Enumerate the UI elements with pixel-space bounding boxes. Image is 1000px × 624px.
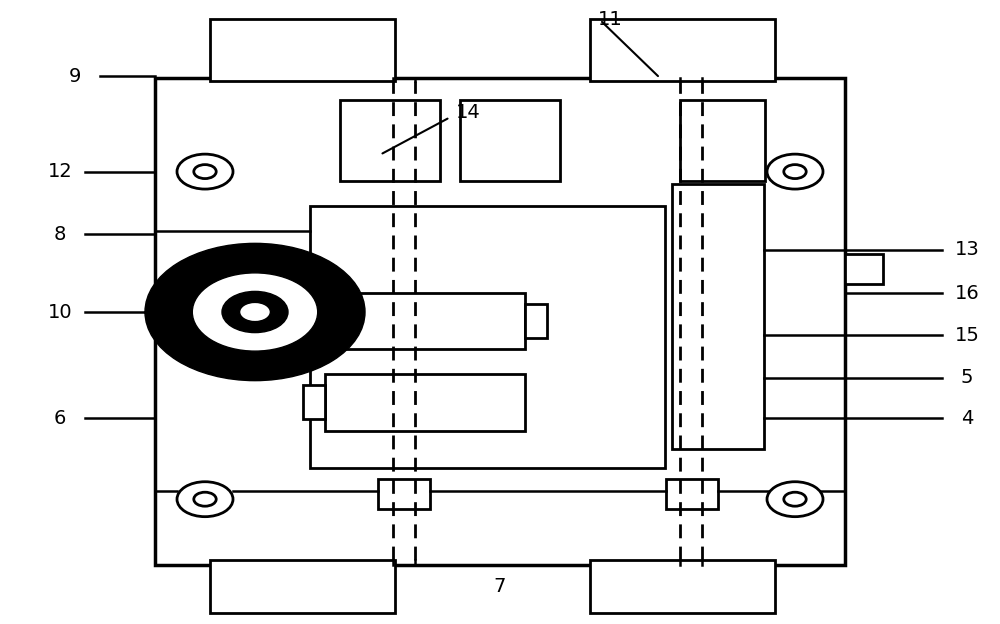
Text: 16: 16	[955, 284, 979, 303]
Circle shape	[784, 165, 806, 178]
Bar	[210, 19, 395, 81]
Circle shape	[194, 492, 216, 506]
Text: 10: 10	[48, 303, 72, 321]
Bar	[845, 254, 883, 284]
Text: 11: 11	[598, 11, 622, 29]
Bar	[340, 100, 440, 181]
Bar	[303, 385, 325, 419]
Circle shape	[784, 492, 806, 506]
Text: 6: 6	[54, 409, 66, 427]
Bar	[325, 374, 525, 431]
Bar	[460, 100, 560, 181]
Text: 8: 8	[54, 225, 66, 243]
Circle shape	[194, 165, 216, 178]
Text: 15: 15	[955, 326, 979, 344]
Text: 5: 5	[961, 368, 973, 387]
Circle shape	[192, 273, 318, 351]
Text: 9: 9	[69, 67, 81, 85]
Bar	[666, 479, 718, 509]
Text: 13: 13	[955, 240, 979, 259]
Circle shape	[145, 243, 365, 381]
Bar	[590, 560, 775, 613]
Text: 14: 14	[456, 103, 480, 122]
Bar	[525, 304, 547, 338]
Bar	[590, 19, 775, 81]
Bar	[325, 293, 525, 349]
Circle shape	[767, 482, 823, 517]
Bar	[378, 479, 430, 509]
Circle shape	[240, 303, 270, 321]
Bar	[310, 206, 665, 468]
Bar	[672, 184, 764, 449]
Text: 4: 4	[961, 409, 973, 427]
Circle shape	[177, 482, 233, 517]
Circle shape	[767, 154, 823, 189]
Circle shape	[222, 291, 288, 333]
Circle shape	[177, 154, 233, 189]
Bar	[155, 78, 845, 565]
Bar	[680, 100, 765, 181]
Text: 7: 7	[494, 577, 506, 596]
Text: 12: 12	[48, 162, 72, 181]
Bar	[210, 560, 395, 613]
